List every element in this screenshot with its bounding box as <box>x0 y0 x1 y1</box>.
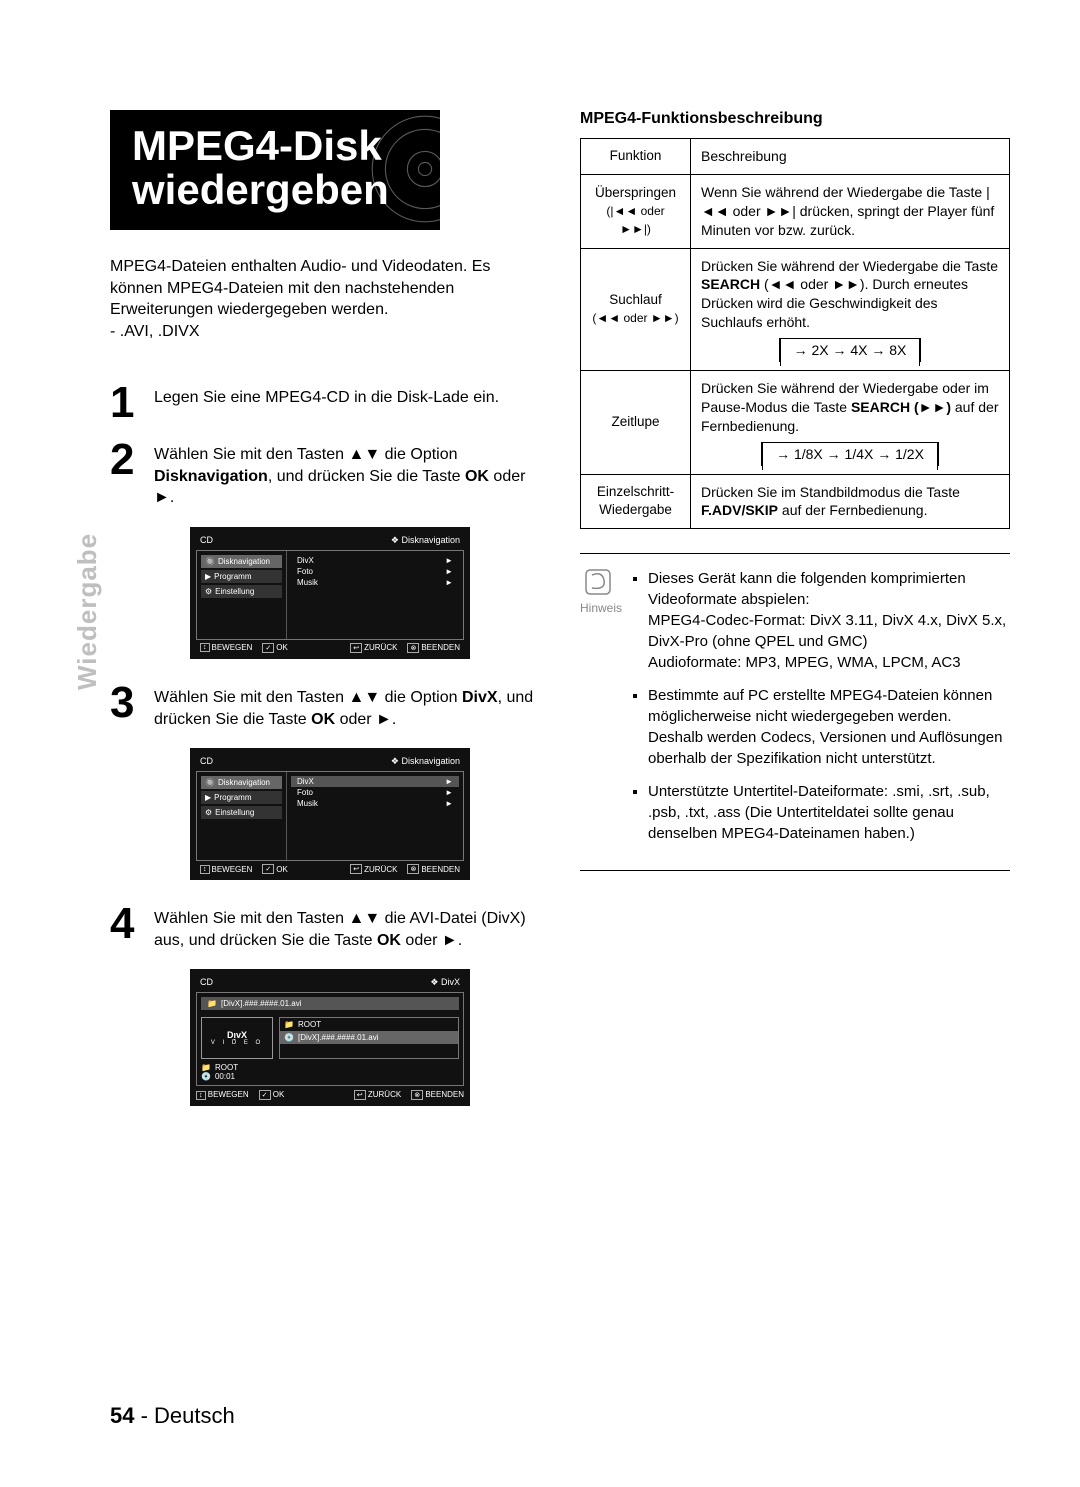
step-number: 1 <box>110 383 140 423</box>
step-number: 3 <box>110 683 140 730</box>
divx-root-info: 📁ROOT <box>201 1063 459 1072</box>
t: OK <box>377 932 401 949</box>
th-funktion: Funktion <box>581 139 691 175</box>
t: Wählen Sie mit den Tasten ▲▼ die Option <box>154 446 458 463</box>
intro-text: MPEG4-Dateien enthalten Audio- und Video… <box>110 256 540 342</box>
f: BEWEGEN <box>212 865 253 874</box>
menu-header-left: CD <box>200 535 213 546</box>
menu-header-left: CD <box>200 756 213 767</box>
step-text: Legen Sie eine MPEG4-CD in die Disk-Lade… <box>154 383 499 423</box>
menu-header-right: ❖ Disknavigation <box>391 756 460 767</box>
note-item: Bestimmte auf PC erstellte MPEG4-Dateien… <box>648 685 1010 769</box>
step-text: Wählen Sie mit den Tasten ▲▼ die AVI-Dat… <box>154 904 540 951</box>
menu-screenshot-1: CD ❖ Disknavigation 🔘Disknavigation ▶Pro… <box>190 527 470 659</box>
desc-search: Drücken Sie während der Wiedergabe die T… <box>691 248 1010 370</box>
section-heading: MPEG4-Funktionsbeschreibung <box>580 110 1010 128</box>
menu-side-item: 🔘Disknavigation <box>201 555 282 568</box>
menu-row: Foto► <box>291 566 459 577</box>
t: oder ►. <box>401 932 462 949</box>
f: ZURÜCK <box>364 865 397 874</box>
note-list: Dieses Gerät kann die folgenden komprimi… <box>630 568 1010 856</box>
title-line-2: wiedergeben <box>132 168 418 212</box>
menu-row: Musik► <box>291 577 459 588</box>
f: BEENDEN <box>421 865 460 874</box>
f: ZURÜCK <box>368 1090 401 1099</box>
divx-logo: DᴉvX V I D E O <box>201 1017 273 1059</box>
sep: - <box>134 1403 154 1428</box>
note-item: Dieses Gerät kann die folgenden komprimi… <box>648 568 1010 673</box>
desc-slow: Drücken Sie während der Wiedergabe oder … <box>691 371 1010 475</box>
th-beschreibung: Beschreibung <box>691 139 1010 175</box>
divx-header-left: CD <box>200 977 213 988</box>
t: , und drücken Sie die Taste <box>268 468 465 485</box>
divx-screenshot: CD ❖ DivX 📁[DivX].###.####.01.avi DᴉvX V… <box>190 969 470 1106</box>
title-line-1: MPEG4-Disk <box>132 124 418 168</box>
fn-step: Einzelschritt-Wiedergabe <box>581 474 691 529</box>
menu-side-item: ▶Programm <box>201 570 282 583</box>
note-item: Unterstützte Untertitel-Dateiformate: .s… <box>648 781 1010 844</box>
left-column: MPEG4-Disk wiedergeben MPEG4-Dateien ent… <box>110 110 540 1130</box>
t: oder ►. <box>335 711 396 728</box>
note-block: Hinweis Dieses Gerät kann die folgenden … <box>580 553 1010 871</box>
t: OK <box>465 468 489 485</box>
step-3: 3 Wählen Sie mit den Tasten ▲▼ die Optio… <box>110 683 540 730</box>
f: OK <box>276 643 288 652</box>
step-2: 2 Wählen Sie mit den Tasten ▲▼ die Optio… <box>110 440 540 509</box>
fn-slow: Zeitlupe <box>581 371 691 475</box>
divx-path: 📁[DivX].###.####.01.avi <box>201 997 459 1010</box>
fn-skip: Überspringen (|◄◄ oder ►►|) <box>581 174 691 248</box>
t: OK <box>311 711 335 728</box>
f: OK <box>276 865 288 874</box>
menu-side-item: ⚙Einstellung <box>201 585 282 598</box>
menu-row: DivX► <box>291 776 459 787</box>
f: BEWEGEN <box>212 643 253 652</box>
step-number: 2 <box>110 440 140 509</box>
page-title-block: MPEG4-Disk wiedergeben <box>110 110 440 230</box>
menu-side-item: 🔘Disknavigation <box>201 776 282 789</box>
t: Wählen Sie mit den Tasten ▲▼ die AVI-Dat… <box>154 910 526 949</box>
functions-table: Funktion Beschreibung Überspringen (|◄◄ … <box>580 138 1010 529</box>
step-1: 1 Legen Sie eine MPEG4-CD in die Disk-La… <box>110 383 540 423</box>
speed-seq: → 1/8X → 1/4X → 1/2X <box>776 446 924 462</box>
note-label: Hinweis <box>580 601 616 615</box>
menu-side-item: ⚙Einstellung <box>201 806 282 819</box>
page-footer: 54 - Deutsch <box>110 1403 235 1429</box>
menu-row: Musik► <box>291 798 459 809</box>
desc-skip: Wenn Sie während der Wiedergabe die Tast… <box>691 174 1010 248</box>
step-number: 4 <box>110 904 140 951</box>
f: BEWEGEN <box>208 1090 249 1099</box>
f: ZURÜCK <box>364 643 397 652</box>
divx-file-list: 📁ROOT 💿[DivX].###.####.01.avi <box>279 1017 459 1059</box>
section-tab: Wiedergabe <box>72 533 103 690</box>
step-text: Wählen Sie mit den Tasten ▲▼ die Option … <box>154 683 540 730</box>
menu-header-right: ❖ Disknavigation <box>391 535 460 546</box>
f: BEENDEN <box>421 643 460 652</box>
page-number: 54 <box>110 1403 134 1428</box>
divx-time: 💿00:01 <box>201 1072 459 1081</box>
t: DivX <box>462 689 498 706</box>
menu-side-item: ▶Programm <box>201 791 282 804</box>
step-text: Wählen Sie mit den Tasten ▲▼ die Option … <box>154 440 540 509</box>
menu-screenshot-2: CD ❖ Disknavigation 🔘Disknavigation ▶Pro… <box>190 748 470 880</box>
menu-row: Foto► <box>291 787 459 798</box>
step-4: 4 Wählen Sie mit den Tasten ▲▼ die AVI-D… <box>110 904 540 951</box>
note-icon: Hinweis <box>580 568 616 856</box>
f: BEENDEN <box>425 1090 464 1099</box>
t: Wählen Sie mit den Tasten ▲▼ die Option <box>154 689 462 706</box>
divx-header-right: ❖ DivX <box>430 977 460 988</box>
f: OK <box>273 1090 285 1099</box>
speed-seq: → 2X → 4X → 8X <box>794 342 907 358</box>
right-column: MPEG4-Funktionsbeschreibung Funktion Bes… <box>580 110 1010 1130</box>
t: Disknavigation <box>154 468 268 485</box>
menu-row: DivX► <box>291 555 459 566</box>
lang: Deutsch <box>154 1403 235 1428</box>
fn-search: Suchlauf (◄◄ oder ►►) <box>581 248 691 370</box>
desc-step: Drücken Sie im Standbildmodus die Taste … <box>691 474 1010 529</box>
